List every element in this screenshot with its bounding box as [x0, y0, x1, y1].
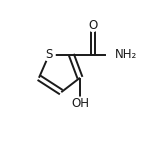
- Text: O: O: [88, 19, 98, 32]
- Circle shape: [88, 20, 98, 31]
- Text: OH: OH: [71, 97, 89, 110]
- Circle shape: [74, 97, 87, 110]
- Circle shape: [107, 47, 123, 63]
- Text: NH₂: NH₂: [115, 48, 137, 61]
- Circle shape: [43, 49, 55, 61]
- Text: S: S: [45, 48, 53, 61]
